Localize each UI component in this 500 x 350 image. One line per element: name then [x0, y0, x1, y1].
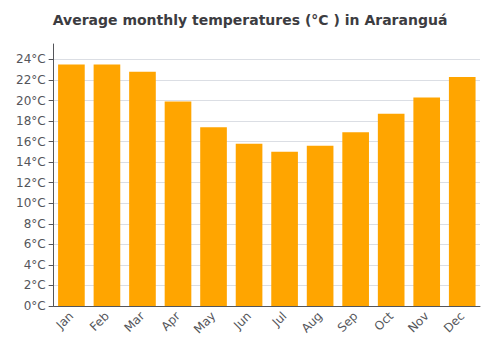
svg-text:10°C: 10°C: [16, 196, 46, 210]
svg-text:6°C: 6°C: [24, 237, 46, 251]
svg-text:Jan: Jan: [53, 309, 77, 333]
svg-text:2°C: 2°C: [24, 278, 46, 292]
svg-text:Oct: Oct: [372, 309, 397, 334]
svg-text:Sep: Sep: [335, 309, 361, 335]
svg-text:16°C: 16°C: [16, 135, 46, 149]
svg-text:Mar: Mar: [122, 309, 148, 335]
svg-text:22°C: 22°C: [16, 73, 46, 87]
svg-text:Nov: Nov: [405, 309, 431, 335]
svg-text:Average monthly temperatures (: Average monthly temperatures (°C ) in Ar…: [53, 12, 448, 28]
svg-text:8°C: 8°C: [24, 217, 46, 231]
svg-text:Aug: Aug: [299, 309, 325, 335]
svg-text:Jul: Jul: [269, 309, 290, 330]
svg-text:14°C: 14°C: [16, 155, 46, 169]
svg-text:Apr: Apr: [158, 309, 183, 334]
svg-text:0°C: 0°C: [24, 299, 46, 313]
svg-text:Feb: Feb: [87, 309, 112, 334]
svg-text:24°C: 24°C: [16, 52, 46, 66]
svg-text:20°C: 20°C: [16, 94, 46, 108]
svg-text:12°C: 12°C: [16, 176, 46, 190]
svg-text:4°C: 4°C: [24, 258, 46, 272]
svg-text:Dec: Dec: [441, 309, 467, 335]
svg-text:Jun: Jun: [230, 309, 254, 333]
svg-text:May: May: [191, 309, 218, 336]
svg-text:18°C: 18°C: [16, 114, 46, 128]
